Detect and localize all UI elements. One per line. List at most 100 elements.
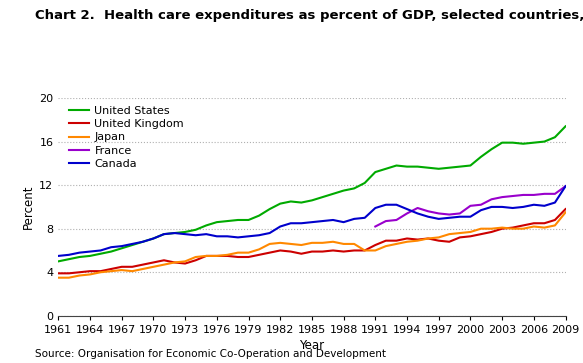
Japan (266, 242, 273, 246)
United Kingdom (351, 248, 358, 253)
Japan (541, 225, 548, 230)
Japan (234, 250, 241, 255)
France (424, 209, 431, 213)
United Kingdom (192, 258, 199, 262)
Canada (382, 203, 389, 207)
United States (477, 155, 484, 159)
Text: Chart 2.  Health care expenditures as percent of GDP, selected countries, 1961–2: Chart 2. Health care expenditures as per… (35, 9, 583, 22)
United Kingdom (224, 254, 231, 258)
France (531, 193, 538, 197)
United Kingdom (129, 265, 136, 269)
Canada (213, 234, 220, 238)
Canada (150, 236, 157, 241)
France (456, 211, 463, 216)
United Kingdom (477, 232, 484, 236)
Canada (488, 205, 495, 209)
Japan (361, 248, 368, 253)
Canada (287, 221, 294, 225)
Japan (520, 227, 527, 231)
France (403, 211, 410, 216)
Canada (55, 254, 62, 258)
Canada (414, 211, 421, 216)
United States (424, 166, 431, 170)
United Kingdom (234, 255, 241, 259)
United States (203, 223, 210, 228)
Canada (65, 253, 72, 257)
Canada (298, 221, 305, 225)
Japan (424, 236, 431, 241)
United States (456, 164, 463, 169)
United States (509, 140, 516, 145)
United Kingdom (329, 248, 336, 253)
Japan (446, 232, 453, 236)
Japan (456, 231, 463, 235)
United States (255, 213, 262, 218)
Canada (118, 244, 125, 248)
United Kingdom (467, 234, 474, 238)
United Kingdom (541, 221, 548, 225)
Canada (541, 204, 548, 208)
Canada (351, 217, 358, 221)
United States (76, 255, 83, 259)
Canada (266, 231, 273, 235)
United States (108, 249, 115, 254)
Canada (245, 234, 252, 238)
Canada (520, 205, 527, 209)
Japan (351, 242, 358, 246)
Canada (562, 184, 569, 188)
Japan (108, 269, 115, 273)
United States (245, 218, 252, 222)
United Kingdom (203, 254, 210, 258)
Japan (160, 262, 167, 267)
France (467, 204, 474, 208)
United Kingdom (498, 227, 505, 231)
United States (234, 218, 241, 222)
Japan (203, 254, 210, 258)
United States (372, 170, 379, 174)
United States (541, 139, 548, 144)
France (393, 218, 400, 222)
Canada (203, 232, 210, 236)
Canada (498, 205, 505, 209)
X-axis label: Year: Year (299, 339, 325, 352)
United States (403, 164, 410, 169)
Canada (456, 215, 463, 219)
United Kingdom (456, 235, 463, 240)
France (509, 194, 516, 198)
United Kingdom (520, 223, 527, 228)
Canada (446, 216, 453, 220)
Canada (436, 217, 442, 221)
United Kingdom (361, 248, 368, 253)
France (541, 192, 548, 196)
United States (436, 167, 442, 171)
France (498, 195, 505, 199)
Japan (171, 260, 178, 265)
United States (55, 259, 62, 264)
United Kingdom (55, 271, 62, 276)
Japan (255, 247, 262, 252)
Canada (97, 248, 104, 253)
United Kingdom (160, 258, 167, 262)
Canada (477, 208, 484, 212)
United States (520, 142, 527, 146)
United Kingdom (308, 249, 315, 254)
Canada (308, 220, 315, 224)
Line: United Kingdom: United Kingdom (58, 209, 566, 273)
United States (467, 163, 474, 168)
United States (65, 257, 72, 261)
Canada (467, 215, 474, 219)
France (520, 193, 527, 197)
United States (340, 188, 347, 193)
United Kingdom (76, 270, 83, 274)
United Kingdom (382, 238, 389, 243)
United States (329, 192, 336, 196)
United States (224, 219, 231, 223)
United Kingdom (287, 249, 294, 254)
Legend: United States, United Kingdom, Japan, France, Canada: United States, United Kingdom, Japan, Fr… (69, 106, 184, 169)
Canada (234, 235, 241, 240)
Canada (182, 232, 189, 236)
Canada (424, 215, 431, 219)
Canada (255, 233, 262, 237)
United Kingdom (213, 254, 220, 258)
United States (266, 207, 273, 211)
